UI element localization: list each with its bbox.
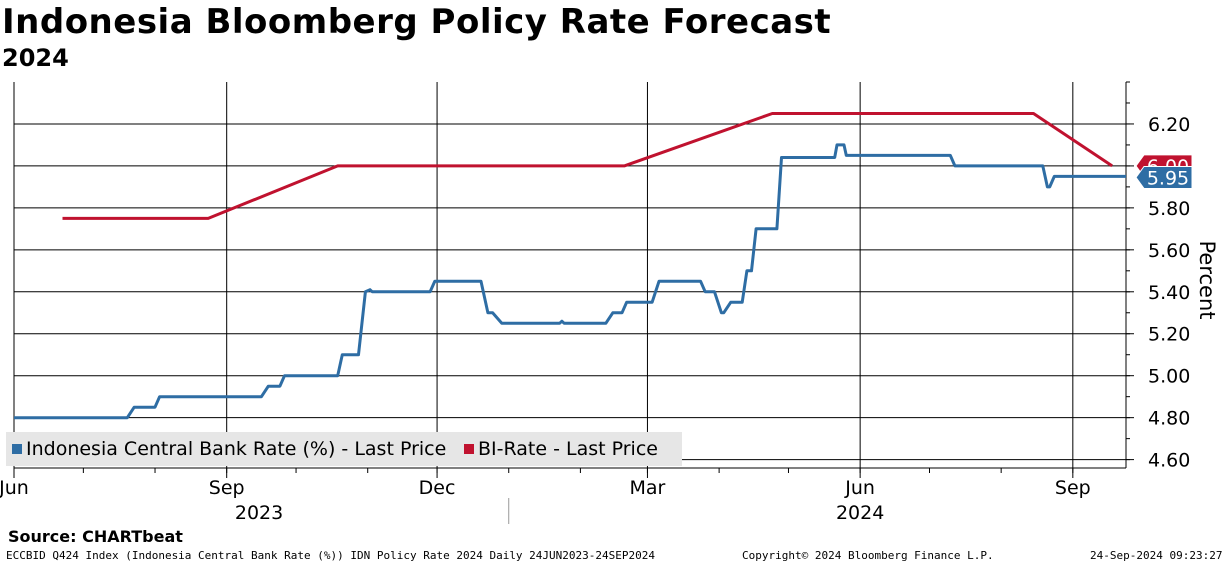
y-tick-label: 5.40	[1148, 282, 1190, 304]
series-lines	[14, 112, 1126, 420]
year-label: 2024	[836, 502, 884, 524]
x-axis: Jun Sep Dec Mar Jun Sep 2023 2024	[0, 467, 1126, 524]
footer-description: ECCBID Q424 Index (Indonesia Central Ban…	[6, 549, 656, 562]
central-bank-rate-last-value-badge	[1135, 165, 1193, 189]
x-tick-label: Sep	[209, 477, 245, 499]
legend-item-central-bank-rate: Indonesia Central Bank Rate (%) - Last P…	[12, 438, 446, 460]
x-tick-label: Sep	[1055, 477, 1091, 499]
y-axis-label: Percent	[1195, 240, 1219, 319]
x-tick-label: Jun	[844, 477, 875, 499]
legend-label: BI-Rate - Last Price	[478, 438, 658, 460]
year-label: 2023	[235, 502, 283, 524]
footer-timestamp: 24-Sep-2024 09:23:27	[1090, 549, 1223, 562]
y-tick-label: 5.20	[1148, 324, 1190, 346]
chart-subtitle: 2024	[2, 44, 69, 72]
legend-swatch-blue	[12, 444, 22, 454]
series-line-bi-rate	[62, 112, 1113, 220]
legend-label: Indonesia Central Bank Rate (%) - Last P…	[26, 438, 447, 460]
legend-item-bi-rate: BI-Rate - Last Price	[464, 438, 658, 460]
y-tick-label: 4.80	[1148, 408, 1190, 430]
legend-swatch-red	[464, 444, 474, 454]
x-tick-label: Mar	[630, 477, 666, 499]
series-line-central-bank-rate	[14, 143, 1126, 420]
gridlines	[13, 82, 1126, 468]
chart-title: Indonesia Bloomberg Policy Rate Forecast	[2, 2, 832, 42]
central-bank-rate-last-value-badge-label: 5.95	[1147, 167, 1189, 189]
y-tick-label: 4.60	[1148, 450, 1190, 472]
x-tick-label: Dec	[419, 477, 456, 499]
plot-area	[14, 82, 1126, 468]
y-tick-label: 5.80	[1148, 198, 1190, 220]
y-tick-label: 6.20	[1148, 114, 1190, 136]
legend: Indonesia Central Bank Rate (%) - Last P…	[6, 432, 682, 466]
x-tick-label: Jun	[0, 477, 29, 499]
source-note: Source: CHARTbeat	[8, 527, 183, 546]
y-tick-label: 5.00	[1148, 366, 1190, 388]
last-value-badges: 6.005.95	[1135, 154, 1193, 189]
y-tick-label: 5.60	[1148, 240, 1190, 262]
footer-copyright: Copyright© 2024 Bloomberg Finance L.P.	[742, 549, 994, 562]
y-axis: 4.604.805.005.205.405.605.806.006.20Perc…	[1125, 81, 1219, 472]
